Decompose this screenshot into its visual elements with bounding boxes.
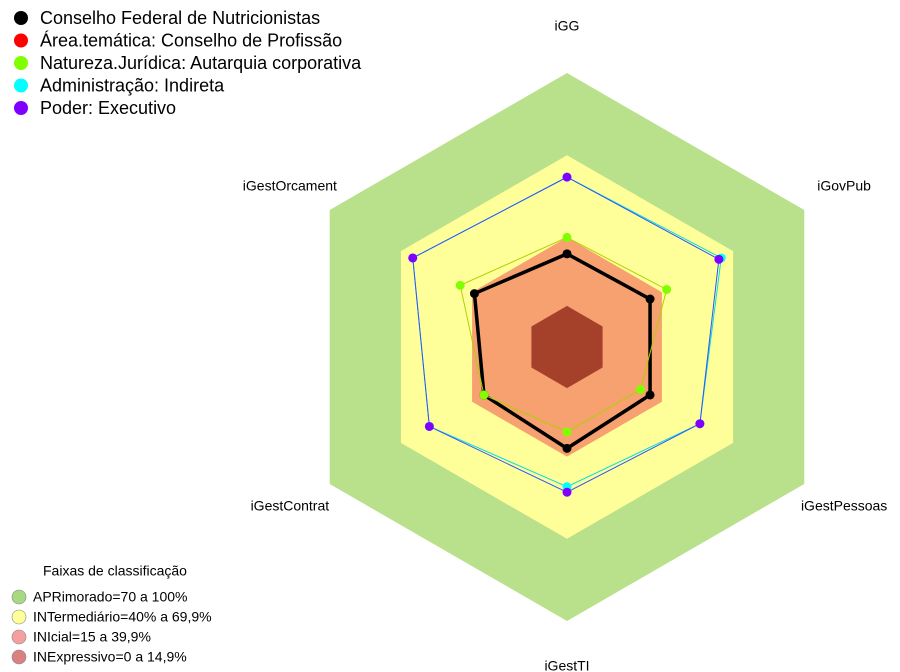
band-legend-label: INIcial=15 a 39,9%	[33, 629, 151, 645]
series-point	[645, 390, 655, 400]
legend-marker	[14, 33, 28, 48]
series-point	[562, 232, 572, 242]
series-point	[562, 487, 572, 497]
axis-label: iGovPub	[817, 178, 871, 194]
series-point	[662, 284, 672, 294]
band-legend-label: INExpressivo=0 a 14,9%	[33, 649, 187, 665]
series-point	[695, 419, 705, 429]
legend-marker	[14, 11, 28, 25]
band	[531, 305, 603, 389]
band-legend-label: INTermediário=40% a 69,9%	[33, 609, 212, 625]
band-legend-marker	[11, 629, 27, 645]
series-point	[424, 421, 434, 431]
legend-label: Área.temática: Conselho de Profissão	[40, 30, 342, 50]
legend-label: Administração: Indireta	[40, 75, 225, 95]
band-legend-label: APRimorado=70 a 100%	[33, 589, 188, 605]
series-point	[562, 427, 572, 437]
series-point	[455, 280, 465, 290]
legend-marker	[14, 78, 28, 93]
legend-marker	[14, 56, 28, 70]
legend-label: Poder: Executivo	[40, 98, 176, 118]
band-legend-marker	[11, 589, 27, 605]
band-legend-marker	[11, 609, 27, 625]
series-point	[562, 172, 572, 182]
series-point	[714, 254, 724, 264]
axis-label: iGG	[555, 18, 580, 34]
series-point	[645, 294, 655, 304]
series-point	[562, 249, 572, 259]
band-legend-marker	[11, 649, 27, 665]
axis-label: iGestOrcament	[243, 178, 337, 194]
axis-label: iGestPessoas	[801, 498, 887, 514]
series-point	[636, 384, 646, 394]
legend-label: Conselho Federal de Nutricionistas	[40, 8, 320, 28]
axis-label: iGestContrat	[251, 498, 330, 514]
series-point	[408, 253, 418, 263]
bands-legend-title: Faixas de classificação	[43, 563, 187, 579]
series-point	[479, 390, 489, 400]
series-point	[469, 289, 479, 299]
series-point	[562, 443, 572, 453]
axis-label: iGestTI	[544, 658, 589, 672]
legend-label: Natureza.Jurídica: Autarquia corporativa	[40, 53, 362, 73]
legend-marker	[14, 101, 28, 115]
